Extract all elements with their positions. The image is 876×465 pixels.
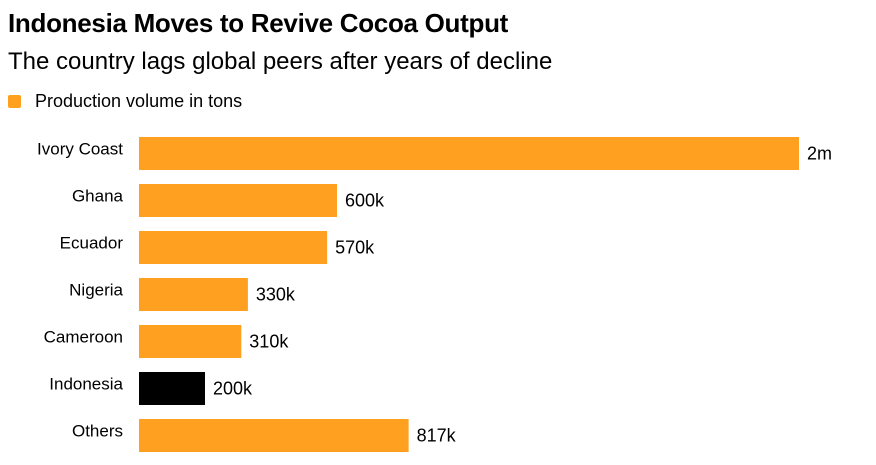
value-label-indonesia: 200k — [213, 378, 253, 398]
bar-cameroon — [139, 325, 242, 358]
value-label-ghana: 600k — [345, 190, 385, 210]
bar-indonesia — [139, 372, 205, 405]
bar-ivory-coast — [139, 137, 799, 170]
value-label-others: 817k — [417, 425, 457, 445]
legend-swatch — [8, 94, 21, 108]
bar-ecuador — [139, 231, 328, 264]
category-label-indonesia: Indonesia — [49, 374, 123, 393]
bar-nigeria — [139, 278, 248, 311]
bar-others — [139, 419, 409, 452]
bar-ghana — [139, 184, 337, 217]
chart-subtitle: The country lags global peers after year… — [8, 48, 553, 75]
category-label-ivory-coast: Ivory Coast — [37, 139, 123, 158]
legend: Production volume in tons — [8, 90, 242, 112]
value-label-ivory-coast: 2m — [807, 143, 832, 163]
chart-title: Indonesia Moves to Revive Cocoa Output — [8, 8, 509, 38]
category-label-others: Others — [72, 421, 123, 440]
category-label-nigeria: Nigeria — [69, 280, 123, 299]
value-label-ecuador: 570k — [335, 237, 375, 257]
category-label-cameroon: Cameroon — [44, 327, 123, 346]
category-label-ghana: Ghana — [72, 186, 124, 205]
legend-label: Production volume in tons — [35, 90, 243, 111]
value-label-nigeria: 330k — [256, 284, 296, 304]
value-label-cameroon: 310k — [249, 331, 289, 351]
category-label-ecuador: Ecuador — [60, 233, 124, 252]
